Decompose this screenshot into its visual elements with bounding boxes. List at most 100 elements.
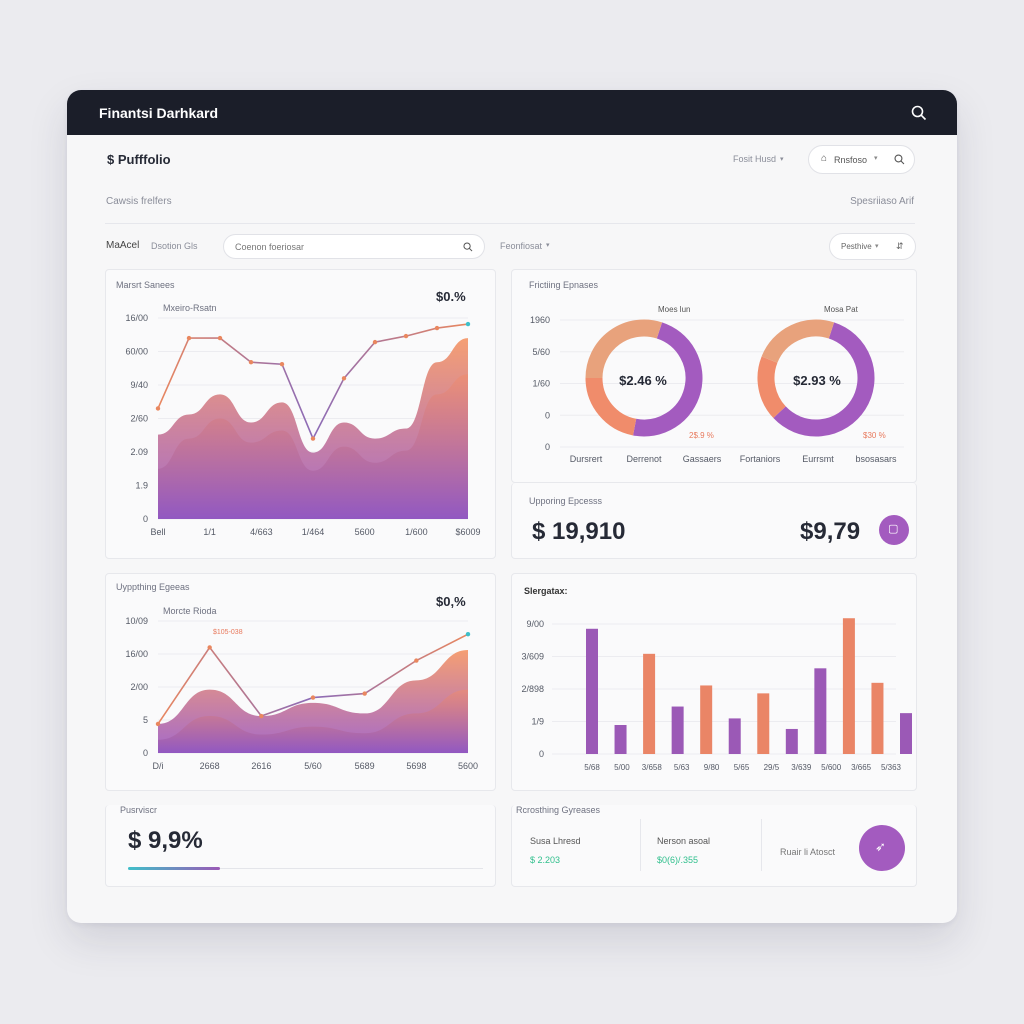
search-icon[interactable] xyxy=(911,105,927,121)
card-title: Slergatax: xyxy=(524,586,568,596)
donut-center-value: $2.93 % xyxy=(793,373,841,388)
data-point xyxy=(341,376,347,381)
y-tick-label: 0 xyxy=(143,748,148,758)
data-point xyxy=(310,695,316,700)
y-tick-label: 1/9 xyxy=(531,717,544,727)
y-tick-label: 0 xyxy=(143,514,148,524)
left-caption: Cawsis frelfers xyxy=(106,196,172,207)
x-tick-label: 5/63 xyxy=(674,763,690,772)
y-tick-label: 2/60 xyxy=(130,414,148,424)
x-tick-label: 2616 xyxy=(251,761,271,771)
chevron-down-icon: ▾ xyxy=(546,242,550,249)
app-title: Finantsi Darhkard xyxy=(99,105,219,121)
chat-button[interactable]: ▢ xyxy=(879,515,909,545)
x-tick-label: 9/80 xyxy=(704,763,720,772)
y-tick-label: 1/60 xyxy=(532,379,550,389)
card-title: Pusrviscr xyxy=(120,805,158,815)
x-tick-label: 5/600 xyxy=(821,763,842,772)
signatax-bar-chart: 9/00 3/609 2/898 1/9 0 5/68 5/00 3/658 5/63 9/80 5… xyxy=(521,618,912,772)
donut-note: 2$.9 % xyxy=(689,431,714,440)
filter-select[interactable]: Dsotion Gls xyxy=(151,241,198,251)
progress-fill xyxy=(128,867,220,870)
x-tick-label: D/i xyxy=(153,761,164,771)
donut-note: $30 % xyxy=(863,431,886,440)
functions-label: Feonfiosat xyxy=(500,241,543,251)
card-title: Marsrt Sanees xyxy=(116,280,175,290)
bar xyxy=(614,725,627,754)
chevron-down-icon: ▾ xyxy=(874,155,878,162)
x-tick-label: 5689 xyxy=(355,761,375,771)
x-tick-label: 5/60 xyxy=(304,761,322,771)
y-tick-label: 16/00 xyxy=(125,313,148,323)
progress-track xyxy=(128,868,483,869)
stat-value: $0(6)/.355 xyxy=(657,855,699,865)
area-series-front xyxy=(158,374,468,519)
bar xyxy=(814,668,827,754)
y-tick-label: 2.09 xyxy=(130,447,148,457)
y-tick-label: 5/60 xyxy=(532,347,550,357)
search-bar[interactable]: Coenon foeriosar xyxy=(223,234,485,259)
card-title: Upporing Epcesss xyxy=(529,496,603,506)
data-point xyxy=(434,325,440,331)
upcoming-expenses-card: Upporing Epcesss $ 19,910 $9,79 ▢ xyxy=(511,483,917,559)
x-tick-label: 2668 xyxy=(200,761,220,771)
x-tick-label: 1/600 xyxy=(405,527,428,537)
search-icon[interactable] xyxy=(463,242,473,252)
stat-label: Nerson asoal xyxy=(657,836,711,846)
y-tick-label: 2/898 xyxy=(521,684,544,694)
market-scenes-card: Marsrt Sanees Mxeiro-Rsatn $0.% 16/00 60/… xyxy=(105,269,496,559)
data-point xyxy=(310,436,316,441)
x-tick-label: 1/464 xyxy=(302,527,325,537)
uppthing-egeas-chart: 10/09 16/00 2/00 5 0 D/i 2668 2616 5/60 5689 5698 5… xyxy=(125,616,478,771)
data-point xyxy=(207,645,212,650)
search-input[interactable]: Coenon foeriosar xyxy=(235,242,305,252)
x-tick-label: 4/663 xyxy=(250,527,273,537)
expense-value: $9,79 xyxy=(800,518,861,545)
uppthing-egeas-card: Uyppthing Egeeas Morcte Rioda $0,% $105-… xyxy=(105,573,496,791)
y-tick-label: 60/00 xyxy=(125,347,148,357)
x-tick-label: 1/1 xyxy=(203,527,216,537)
period-select[interactable]: Pesthive ▾ ⇵ xyxy=(829,233,916,260)
x-tick-label: 5/00 xyxy=(614,763,630,772)
y-tick-label: 0 xyxy=(545,442,550,452)
data-point xyxy=(259,713,264,719)
expense-value: $ 19,910 xyxy=(532,518,626,545)
bar xyxy=(785,728,798,754)
y-tick-label: 5 xyxy=(143,715,148,725)
x-tick-label: 3/658 xyxy=(642,763,663,772)
bar xyxy=(900,713,912,754)
donut-slice xyxy=(585,377,637,436)
profile-pill[interactable]: ⌂ Rnsfoso ▾ xyxy=(808,145,915,174)
x-tick-label: 3/639 xyxy=(791,763,812,772)
action-button[interactable]: ➶ xyxy=(859,825,905,871)
x-tick-label: bsosasars xyxy=(855,454,897,464)
stat-label: Ruair li Atosct xyxy=(780,847,836,857)
data-point xyxy=(414,658,419,663)
recurring-expenses-card: Rcrosthing Gyreases Susa Lhresd $ 2.203 … xyxy=(511,805,917,887)
y-tick-label: 9/40 xyxy=(130,380,148,390)
profile-label: Rnsfoso xyxy=(834,155,868,165)
x-tick-label: Fortaniors xyxy=(740,454,781,464)
finishing-expenses-chart: 1960 5/60 1/60 0 0 Dursrert Derrenot Gassaers Fo… xyxy=(530,315,904,464)
y-tick-label: 10/09 xyxy=(125,616,148,626)
search-icon[interactable] xyxy=(894,154,905,165)
purchaser-card: Pusrviscr $ 9,9% xyxy=(105,805,496,887)
chat-icon: ▢ xyxy=(888,523,899,535)
data-point xyxy=(372,339,378,345)
x-tick-label: 5600 xyxy=(458,761,478,771)
y-tick-label: 9/00 xyxy=(526,619,544,629)
y-tick-label: 0 xyxy=(539,749,544,759)
user-icon: ⌂ xyxy=(821,153,828,164)
stat-label: Susa Lhresd xyxy=(530,836,581,846)
signatax-card: Slergatax: 9/00 3/609 2/898 1/9 0 5/68 5/00 3/6… xyxy=(511,573,917,791)
functions-select[interactable]: Feonfiosat ▾ xyxy=(500,241,550,251)
market-label: MaAcel xyxy=(106,240,140,251)
font-select[interactable]: Fosit Husd ▾ xyxy=(733,154,784,164)
stat-value: $ 2.203 xyxy=(530,855,561,865)
data-point xyxy=(217,335,223,341)
x-tick-label: Gassaers xyxy=(683,454,722,464)
right-caption: Spesriiaso Arif xyxy=(850,196,914,207)
card-subtitle: Morcte Rioda xyxy=(163,606,217,616)
x-tick-label: Eurrsmt xyxy=(802,454,834,464)
filter-label: Dsotion Gls xyxy=(151,241,198,251)
